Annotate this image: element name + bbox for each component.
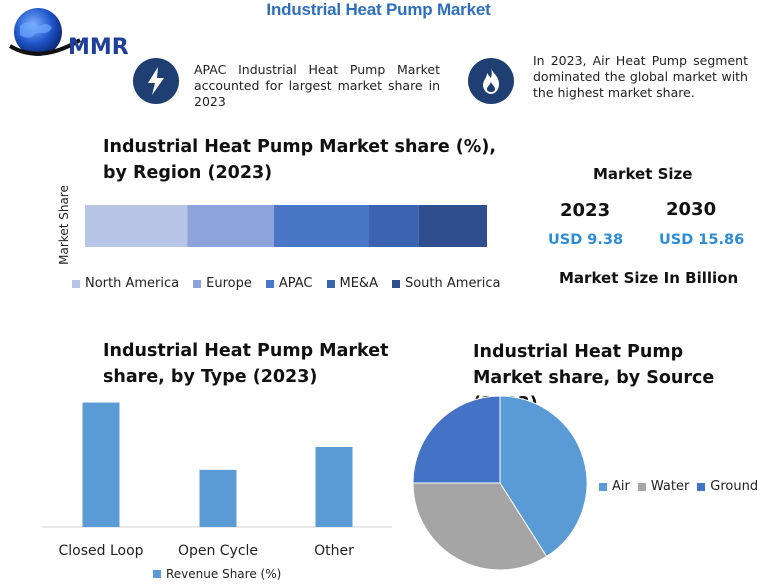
type-chart-title: Industrial Heat Pump Market share, by Ty… [103, 341, 389, 387]
pie-legend-item-air: Air [599, 479, 630, 494]
type-bar-open-cycle [199, 469, 237, 527]
region-bar-europe [187, 205, 274, 247]
type-tick-label-other: Other [314, 543, 354, 559]
pie-legend-swatch [599, 482, 607, 491]
pie-legend-swatch [637, 482, 646, 491]
type-legend-item: Revenue Share (%) [153, 567, 281, 581]
region-legend-item-europe: Europe [193, 276, 252, 291]
logo-text: MMR [68, 35, 129, 60]
region-legend-label: North America [85, 276, 180, 291]
region-legend-label: APAC [278, 276, 313, 291]
market-size-heading: Market Size [593, 165, 693, 183]
type-legend-swatch [153, 570, 161, 578]
region-chart: Market Share [57, 185, 487, 265]
region-legend-item-meanda: ME&A [326, 276, 378, 291]
type-tick-label-open-cycle: Open Cycle [178, 543, 258, 559]
type-bar-closed-loop [82, 402, 120, 527]
pie-legend-item-ground: Ground [697, 479, 757, 494]
pie-legend-label: Air [612, 479, 630, 494]
pie-legend-item-water: Water [637, 479, 690, 494]
flame-icon [483, 68, 499, 94]
region-legend-swatch [326, 279, 335, 288]
region-chart-ylabel: Market Share [57, 185, 71, 265]
market-size-year-2023: 2023 [560, 200, 611, 221]
type-bar-other [315, 446, 353, 527]
region-bar-apac [273, 205, 369, 247]
source-pie-chart [412, 395, 588, 571]
region-bar-meanda [368, 205, 419, 247]
region-chart-title: Industrial Heat Pump Market share (%), b… [103, 137, 496, 183]
region-legend-swatch [193, 279, 202, 288]
region-legend-swatch [72, 279, 80, 288]
type-chart: Closed Loop Open Cycle Other [42, 402, 392, 559]
region-chart-legend: North America Europe APAC ME&A South America [72, 276, 515, 291]
region-legend-item-north-america: North America [72, 276, 179, 291]
pie-legend-swatch [697, 482, 706, 491]
type-tick-label-closed-loop: Closed Loop [58, 543, 143, 559]
pie-slice-ground [412, 395, 501, 484]
market-size-year-2030: 2030 [666, 199, 717, 220]
region-legend-item-south-america: South America [391, 276, 501, 291]
market-size-unit-note: Market Size In Billion [559, 269, 739, 287]
region-legend-label: Europe [206, 276, 252, 291]
page-title: Industrial Heat Pump Market [266, 0, 491, 19]
globe-icon [8, 8, 82, 56]
region-legend-label: ME&A [339, 276, 378, 291]
market-size-value-2023: USD 9.38 [548, 232, 624, 248]
source-chart-legend: Air Water Ground [599, 479, 757, 494]
fact-icon-badge-2 [468, 58, 514, 104]
fact-icon-badge-1 [133, 58, 179, 104]
type-chart-legend: Revenue Share (%) [153, 567, 295, 581]
region-legend-swatch [265, 279, 274, 288]
pie-legend-label: Ground [710, 479, 757, 494]
mmr-logo: MMR [8, 8, 129, 60]
type-legend-label: Revenue Share (%) [166, 567, 282, 581]
region-legend-item-apac: APAC [265, 276, 313, 291]
pie-legend-label: Water [650, 479, 690, 494]
source-chart-title: Industrial Heat Pump Market share, by So… [473, 342, 715, 414]
region-legend-swatch [391, 279, 400, 288]
fact-text-2: In 2023, Air Heat Pump segment dominated… [533, 53, 748, 100]
pie-slice-water [412, 482, 548, 571]
region-bar-north-america [85, 205, 188, 247]
region-bar-south-america [418, 205, 487, 247]
lightning-bolt-icon [148, 67, 164, 95]
region-legend-label: South America [404, 276, 501, 291]
market-size-value-2030: USD 15.86 [659, 232, 745, 248]
fact-text-1: APAC Industrial Heat Pump Market account… [194, 62, 440, 109]
